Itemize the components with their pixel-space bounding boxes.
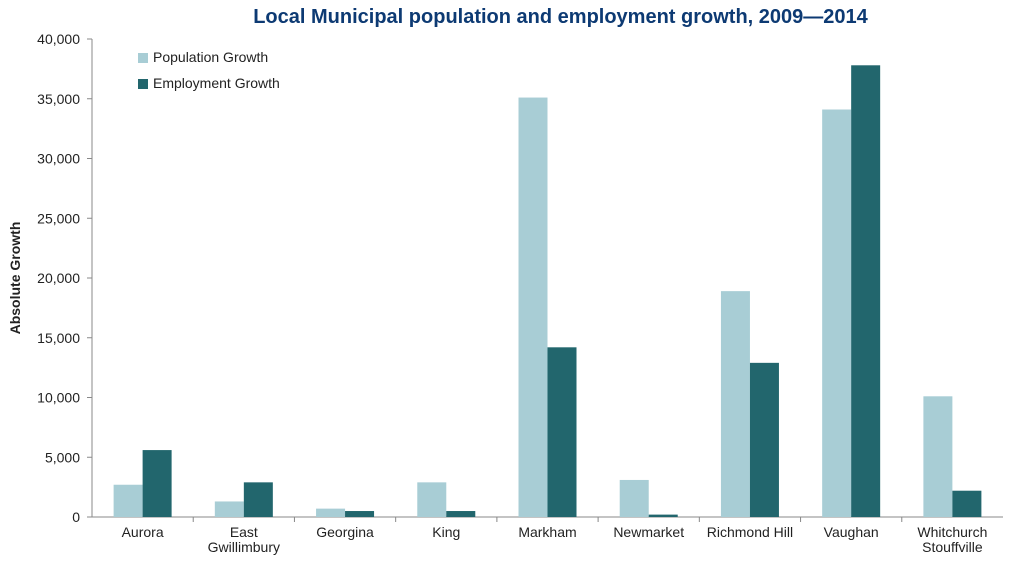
population-growth-bar: [619, 479, 649, 517]
x-tick-label: Newmarket: [613, 524, 684, 540]
employment-growth-bar: [547, 347, 577, 517]
legend: Population Growth Employment Growth: [138, 49, 280, 91]
population-growth-bar: [316, 508, 346, 517]
x-tick-label-line: Aurora: [122, 524, 164, 540]
legend-swatch: [138, 79, 148, 89]
y-tick-label: 40,000: [37, 31, 80, 47]
x-tick-label-line: East: [230, 524, 258, 540]
x-tick-label: East Gwillimbury: [208, 524, 280, 555]
employment-growth-bar: [243, 482, 273, 517]
x-tick-label-line: Vaughan: [824, 524, 879, 540]
employment-growth-bar: [749, 362, 779, 517]
population-growth-bar: [113, 484, 143, 517]
x-tick-label: King: [432, 524, 460, 540]
population-growth-bar: [720, 291, 750, 517]
legend-label: Employment Growth: [153, 75, 280, 91]
y-tick-label: 35,000: [37, 91, 80, 107]
employment-growth-bar: [142, 450, 172, 517]
x-tick-label: Richmond Hill: [707, 524, 793, 540]
x-tick-label-line: Markham: [518, 524, 576, 540]
y-tick-label: 30,000: [37, 151, 80, 167]
x-tick-label: Vaughan: [824, 524, 879, 540]
chart-title: Local Municipal population and employmen…: [253, 6, 868, 28]
y-axis-label: Absolute Growth: [7, 222, 23, 335]
y-tick-label: 0: [72, 509, 80, 525]
y-tick-label: 10,000: [37, 390, 80, 406]
population-growth-bar: [417, 482, 447, 517]
y-tick-label: 5,000: [45, 449, 80, 465]
x-tick-label-line: Stouffville: [922, 539, 983, 555]
employment-growth-bar: [851, 65, 881, 517]
employment-growth-bar: [648, 514, 678, 517]
y-tick-label: 15,000: [37, 330, 80, 346]
employment-growth-bar: [952, 490, 982, 517]
x-tick-label-line: Georgina: [316, 524, 374, 540]
x-tick-label: Georgina: [316, 524, 374, 540]
population-growth-bar: [214, 501, 244, 517]
y-tick-label: 25,000: [37, 210, 80, 226]
axes: 0 5,000 10,000 15,000 20,000 25,000 30,000 35,0…: [7, 31, 1003, 555]
x-tick-label: Whitchurch Stouffville: [917, 524, 987, 555]
bars: [113, 65, 982, 518]
employment-growth-bar: [446, 511, 476, 517]
legend-swatch: [138, 53, 148, 63]
population-growth-bar: [518, 97, 548, 518]
x-tick-label: Markham: [518, 524, 576, 540]
x-tick-label-line: King: [432, 524, 460, 540]
x-tick-label-line: Gwillimbury: [208, 539, 280, 555]
legend-label: Population Growth: [153, 49, 268, 65]
x-tick-label-line: Richmond Hill: [707, 524, 793, 540]
employment-growth-bar: [345, 511, 375, 517]
population-growth-bar: [822, 109, 852, 517]
x-tick-label-line: Newmarket: [613, 524, 684, 540]
population-growth-bar: [923, 396, 953, 517]
x-tick-label: Aurora: [122, 524, 164, 540]
x-tick-label-line: Whitchurch: [917, 524, 987, 540]
y-tick-label: 20,000: [37, 270, 80, 286]
